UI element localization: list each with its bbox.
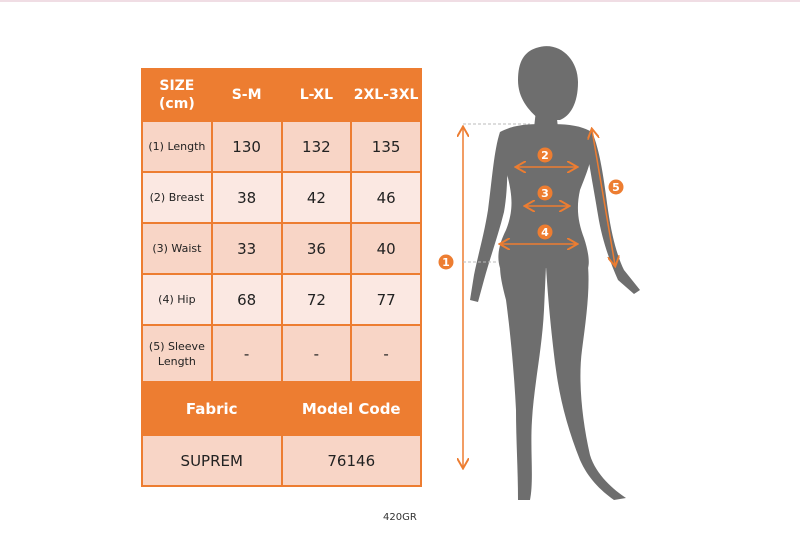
cell: 132 bbox=[280, 120, 353, 173]
header-s-m: S-M bbox=[210, 68, 283, 122]
cell: 77 bbox=[350, 273, 422, 326]
markers: 1 2 3 4 5 bbox=[438, 147, 624, 270]
cell: 38 bbox=[210, 171, 283, 224]
cell: 135 bbox=[350, 120, 422, 173]
cell: 72 bbox=[280, 273, 353, 326]
svg-text:2: 2 bbox=[541, 149, 549, 162]
product-code: 420GR bbox=[383, 512, 417, 523]
cell: 33 bbox=[210, 222, 283, 275]
row-label: (5) Sleeve Length bbox=[141, 324, 213, 383]
cell: - bbox=[210, 324, 283, 383]
marker-4: 4 bbox=[537, 224, 553, 240]
row-label: (1) Length bbox=[141, 120, 213, 173]
fabric-row: SUPREM 76146 bbox=[141, 434, 422, 487]
table-row: (5) Sleeve Length - - - bbox=[141, 324, 422, 383]
svg-text:3: 3 bbox=[541, 187, 549, 200]
cell: 130 bbox=[210, 120, 283, 173]
size-chart-table: SIZE (cm) S-M L-XL 2XL-3XL (1) Length 13… bbox=[141, 68, 422, 487]
table-row: (3) Waist 33 36 40 bbox=[141, 222, 422, 275]
table-row: (2) Breast 38 42 46 bbox=[141, 171, 422, 224]
row-label: (3) Waist bbox=[141, 222, 213, 275]
header-row: SIZE (cm) S-M L-XL 2XL-3XL bbox=[141, 68, 422, 122]
svg-text:1: 1 bbox=[442, 256, 450, 269]
cell: 68 bbox=[210, 273, 283, 326]
row-label: (4) Hip bbox=[141, 273, 213, 326]
table-row: (1) Length 130 132 135 bbox=[141, 120, 422, 173]
cell: 40 bbox=[350, 222, 422, 275]
model-code-header: Model Code bbox=[280, 381, 422, 436]
marker-3: 3 bbox=[537, 185, 553, 201]
marker-2: 2 bbox=[537, 147, 553, 163]
cell: 36 bbox=[280, 222, 353, 275]
cell: 46 bbox=[350, 171, 422, 224]
fabric-header: Fabric bbox=[141, 381, 283, 436]
marker-5: 5 bbox=[608, 179, 624, 195]
marker-1: 1 bbox=[438, 254, 454, 270]
cell: - bbox=[350, 324, 422, 383]
header-2xl-3xl: 2XL-3XL bbox=[350, 68, 422, 122]
header-size: SIZE (cm) bbox=[141, 68, 213, 122]
svg-text:5: 5 bbox=[612, 181, 620, 194]
fabric-header-row: Fabric Model Code bbox=[141, 381, 422, 436]
model-code-value: 76146 bbox=[280, 434, 422, 487]
header-l-xl: L-XL bbox=[280, 68, 353, 122]
table-row: (4) Hip 68 72 77 bbox=[141, 273, 422, 326]
measurement-lines bbox=[463, 123, 615, 467]
fabric-value: SUPREM bbox=[141, 434, 283, 487]
silhouette bbox=[470, 46, 640, 500]
row-label: (2) Breast bbox=[141, 171, 213, 224]
svg-text:4: 4 bbox=[541, 226, 549, 239]
cell: - bbox=[280, 324, 353, 383]
cell: 42 bbox=[280, 171, 353, 224]
top-border bbox=[0, 0, 800, 2]
